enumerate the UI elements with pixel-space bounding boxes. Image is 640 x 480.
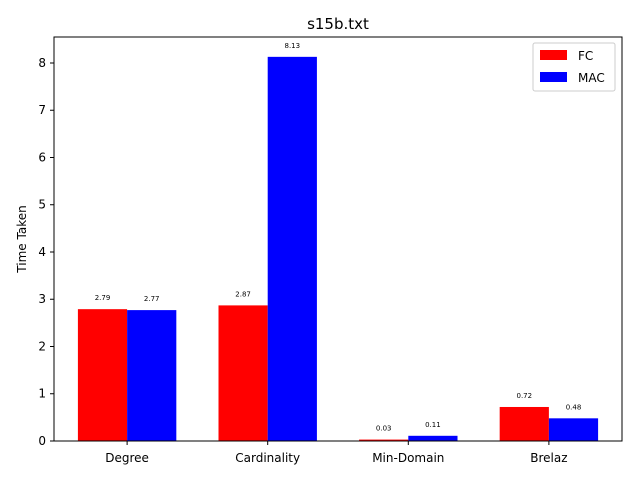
x-tick-label-3: Brelaz [530,451,567,465]
data-label-mac-0: 2.77 [144,295,160,303]
data-label-mac-1: 8.13 [285,42,301,50]
bar-mac-1 [267,56,317,441]
chart-title: s15b.txt [307,15,369,33]
y-tick-label-8: 8 [38,56,46,70]
bar-mac-2 [408,435,458,441]
y-tick-label-5: 5 [38,198,46,212]
bar-mac-3 [548,418,599,441]
plot-area: 2.79 2.87 0.03 0.72 2.77 8.13 0.11 0.48 Degree Ca… [38,36,623,465]
legend: FC MAC [532,42,616,92]
x-tick-label-0: Degree [105,451,149,465]
plot-frame [53,36,623,442]
legend-swatch-mac [540,72,567,82]
bar-fc-2 [359,439,409,441]
y-tick-label-2: 2 [38,339,46,353]
y-tick-label-7: 7 [38,103,46,117]
y-tick-label-0: 0 [38,434,46,448]
y-tick-label-6: 6 [38,150,46,164]
y-tick-label-1: 1 [38,387,46,401]
data-label-fc-0: 2.79 [95,294,111,302]
legend-label-fc: FC [578,49,593,63]
data-label-fc-1: 2.87 [235,290,251,298]
data-label-mac-3: 0.48 [566,403,582,411]
y-axis-label: Time Taken [15,205,29,273]
bar-fc-0 [77,309,128,441]
y-tick-label-3: 3 [38,292,46,306]
data-label-mac-2: 0.11 [425,421,441,429]
legend-label-mac: MAC [578,71,605,85]
bar-mac-0 [127,310,177,441]
x-tick-label-2: Min-Domain [372,451,444,465]
data-label-fc-2: 0.03 [376,425,392,433]
legend-swatch-fc [540,50,567,60]
y-tick-label-4: 4 [38,245,46,259]
data-label-fc-3: 0.72 [516,392,532,400]
x-tick-label-1: Cardinality [235,451,300,465]
bar-fc-1 [218,305,268,441]
bar-fc-3 [499,406,549,441]
